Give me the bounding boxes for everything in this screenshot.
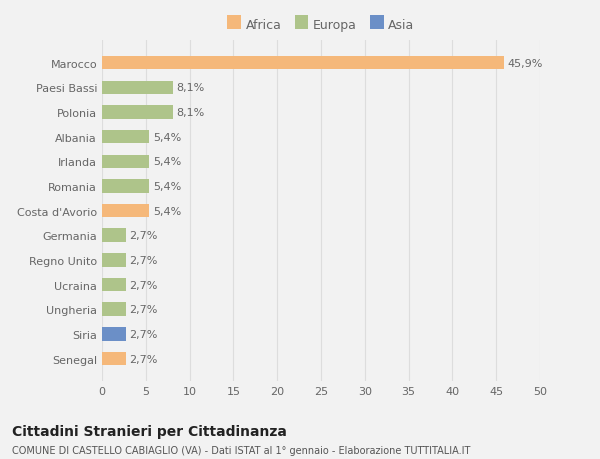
Text: 2,7%: 2,7% (129, 354, 158, 364)
Bar (102, 327, 125, 341)
Bar (102, 155, 149, 169)
Bar (102, 81, 173, 95)
Legend: Africa, Europa, Asia: Africa, Europa, Asia (223, 14, 419, 37)
Text: Cittadini Stranieri per Cittadinanza: Cittadini Stranieri per Cittadinanza (12, 425, 287, 438)
Text: 45,9%: 45,9% (508, 59, 543, 68)
Bar (102, 303, 125, 316)
Text: 5,4%: 5,4% (153, 182, 181, 191)
Text: 5,4%: 5,4% (153, 206, 181, 216)
Bar (102, 352, 125, 365)
Bar (102, 278, 125, 292)
Bar (102, 130, 149, 144)
Bar (102, 253, 125, 267)
Bar (102, 204, 149, 218)
Text: 5,4%: 5,4% (153, 157, 181, 167)
Bar (102, 180, 149, 193)
Bar (102, 57, 504, 70)
Text: 2,7%: 2,7% (129, 280, 158, 290)
Text: 2,7%: 2,7% (129, 255, 158, 265)
Text: 8,1%: 8,1% (176, 108, 205, 118)
Text: 8,1%: 8,1% (176, 83, 205, 93)
Text: 2,7%: 2,7% (129, 231, 158, 241)
Text: 2,7%: 2,7% (129, 305, 158, 314)
Text: 5,4%: 5,4% (153, 132, 181, 142)
Text: 2,7%: 2,7% (129, 329, 158, 339)
Bar (102, 106, 173, 119)
Bar (102, 229, 125, 242)
Text: COMUNE DI CASTELLO CABIAGLIO (VA) - Dati ISTAT al 1° gennaio - Elaborazione TUTT: COMUNE DI CASTELLO CABIAGLIO (VA) - Dati… (12, 445, 470, 455)
